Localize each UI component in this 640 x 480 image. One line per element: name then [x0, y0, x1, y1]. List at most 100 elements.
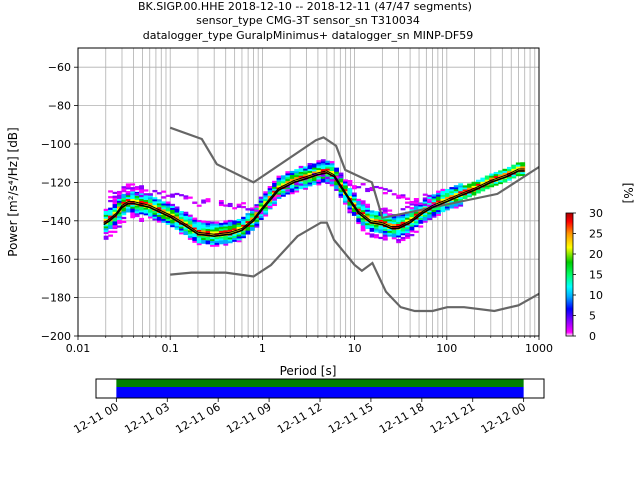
density-cell [258, 198, 264, 201]
colorbar: 0 5 10 15 20 25 30 [%] [565, 183, 635, 343]
density-cell [334, 186, 339, 190]
outlier-cell [334, 176, 339, 179]
density-cell [165, 205, 171, 208]
density-cell [369, 218, 375, 221]
data-coverage-strip: 12-11 00 12-11 03 12-11 06 12-11 09 12-11 12… [72, 378, 545, 436]
density-cell [170, 213, 176, 216]
density-cell [409, 233, 415, 237]
density-cell [285, 180, 291, 184]
density-cell [409, 203, 415, 206]
density-cell [311, 182, 317, 185]
density-cell [245, 226, 251, 229]
density-cell [520, 173, 526, 176]
density-cell [223, 243, 229, 246]
density-cell [214, 238, 220, 241]
density-cell [134, 214, 140, 218]
density-cell [515, 173, 521, 177]
density-cell [223, 230, 229, 233]
density-cell [205, 238, 211, 241]
density-cell [303, 183, 308, 186]
density-cell [396, 240, 402, 244]
density-cell [400, 227, 406, 230]
outlier-cell [130, 189, 136, 192]
outlier-cell [320, 174, 326, 177]
density-cell [165, 216, 171, 220]
density-cell [413, 207, 419, 210]
y-tick-label: −160 [41, 253, 71, 266]
density-cell [431, 211, 437, 214]
outlier-cell [272, 196, 277, 199]
density-cell [214, 244, 220, 247]
density-cell [125, 194, 131, 198]
density-cell [148, 210, 153, 213]
density-cell [413, 205, 419, 208]
density-cell [134, 188, 140, 191]
density-cell [179, 232, 184, 235]
coverage-tick-label: 12-11 15 [326, 400, 375, 436]
density-cell [210, 223, 215, 226]
density-cell [170, 224, 176, 228]
density-cell [453, 204, 459, 207]
outlier-cell [148, 193, 153, 196]
outlier-cell [139, 187, 144, 190]
density-cell [400, 221, 406, 224]
density-cell [378, 215, 384, 218]
density-cell [139, 210, 144, 213]
density-cell [134, 211, 140, 214]
density-cell [453, 189, 459, 192]
density-cell [201, 235, 207, 239]
density-cell [201, 230, 207, 233]
density-cell [444, 194, 450, 197]
density-cell [121, 199, 127, 202]
density-cell [325, 164, 331, 167]
density-cell [201, 226, 207, 229]
density-cell [276, 179, 282, 182]
density-cell [462, 189, 468, 192]
outlier-cell [227, 204, 233, 208]
outlier-cell [170, 193, 176, 196]
density-cell [121, 201, 127, 204]
density-cell [103, 208, 109, 212]
density-cell [272, 186, 277, 189]
density-cell [227, 229, 233, 232]
density-cell [241, 234, 246, 237]
density-cell [134, 207, 140, 210]
density-cell [440, 190, 446, 193]
density-cell [139, 196, 144, 199]
density-cell [347, 189, 353, 193]
density-cell [165, 222, 171, 225]
density-cell [347, 207, 353, 210]
density-cell [440, 194, 446, 197]
density-cell [165, 211, 171, 214]
density-cell [374, 214, 379, 218]
density-cell [307, 170, 313, 173]
density-cell [360, 217, 366, 220]
density-cell [365, 207, 371, 210]
density-cell [183, 228, 189, 232]
density-cell [418, 210, 424, 213]
density-cell [103, 216, 109, 219]
chart-title-line-3: datalogger_type GuralpMinimus+ datalogge… [143, 29, 474, 42]
density-cell [307, 163, 313, 166]
chart-title-line-1: BK.SIGP.00.HHE 2018-12-10 -- 2018-12-11 … [138, 0, 472, 13]
density-cell [294, 188, 300, 191]
density-cell [325, 177, 331, 181]
density-cell [405, 227, 410, 230]
density-cell [436, 213, 441, 216]
density-cell [165, 201, 171, 204]
density-cell [382, 238, 388, 241]
density-cell [347, 193, 353, 197]
density-cell [258, 217, 264, 220]
density-cell [405, 213, 410, 216]
density-cell [254, 217, 260, 220]
density-cell [201, 237, 207, 240]
outlier-cell [356, 186, 362, 189]
density-cell [139, 198, 144, 201]
y-tick-label: −200 [41, 330, 71, 343]
density-cell [263, 197, 269, 200]
density-cell [294, 190, 300, 193]
density-cell [431, 196, 437, 199]
density-cell [218, 240, 224, 243]
density-cell [152, 214, 158, 217]
density-cell [343, 183, 348, 186]
